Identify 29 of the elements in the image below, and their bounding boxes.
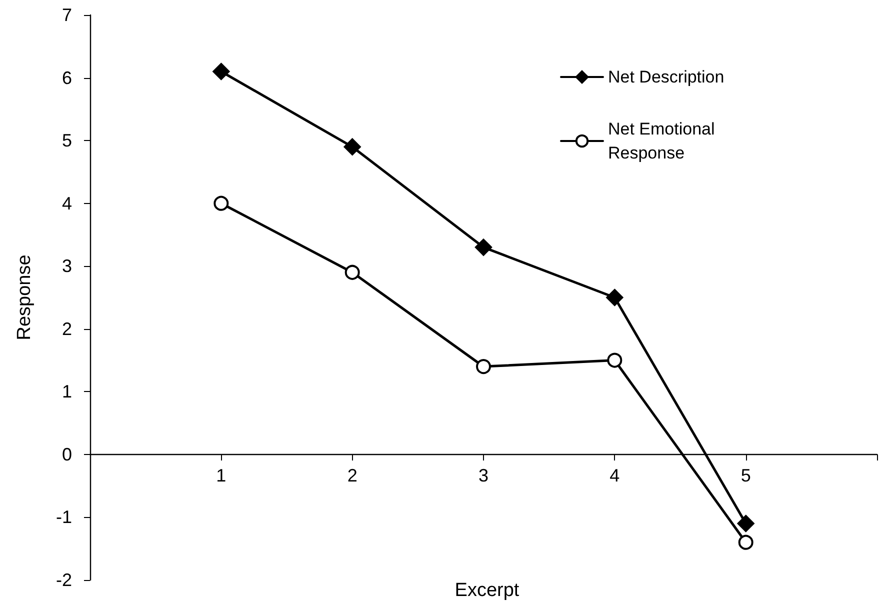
point <box>344 264 360 280</box>
point <box>344 138 361 156</box>
point <box>607 352 622 368</box>
x-tick-label: 1 <box>216 465 226 486</box>
y-tick-label: 0 <box>62 444 72 464</box>
legend-label: Net Description <box>608 68 724 86</box>
x-axis-title: Excerpt <box>454 580 520 601</box>
y-tick-label: 7 <box>62 5 72 25</box>
y-tick-label: 4 <box>62 193 72 214</box>
x-tick-label: 5 <box>740 465 751 486</box>
point <box>737 515 754 532</box>
y-tick-label: 2 <box>62 318 72 339</box>
y-axis-title: Response <box>14 254 35 340</box>
point <box>214 196 229 211</box>
y-tick-label: 1 <box>62 382 72 402</box>
y-tick-label: 6 <box>62 68 72 88</box>
x-tick-label: 2 <box>347 465 358 486</box>
x-tick-label: 4 <box>610 465 620 486</box>
y-tick-label: 5 <box>62 130 72 151</box>
y-tick-label: 3 <box>62 256 72 276</box>
point <box>606 289 624 306</box>
point <box>212 63 230 80</box>
y-tick-label: -1 <box>56 507 72 528</box>
legend-label: Net Emotional Response <box>608 120 720 162</box>
point <box>476 359 491 374</box>
x-tick-label: 3 <box>478 465 489 486</box>
point <box>475 238 492 256</box>
point <box>738 534 754 550</box>
y-tick-label: -2 <box>56 570 72 590</box>
